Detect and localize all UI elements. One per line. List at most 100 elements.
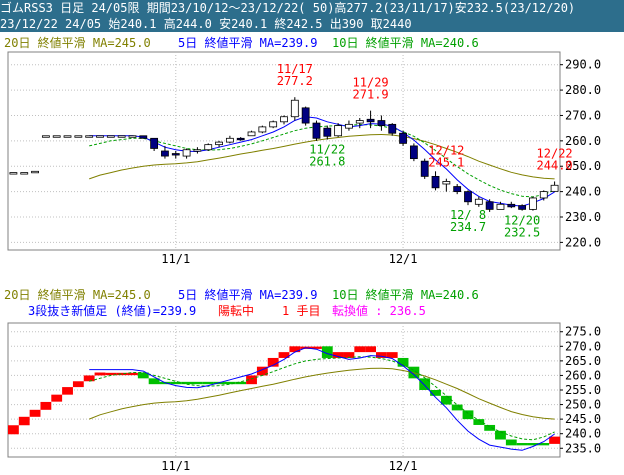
low-annotation-date: 11/22 <box>309 143 345 157</box>
candle <box>431 175 440 189</box>
candle <box>161 150 169 157</box>
break-panel-y-tick-label: 275.0 <box>565 325 601 339</box>
candle <box>20 172 29 175</box>
ma5-line-bottom <box>89 347 555 451</box>
break-block <box>137 372 149 379</box>
legend-ma20-bottom: 20日 終値平滑 MA=245.0 <box>4 288 151 302</box>
break-panel-y-tick-label: 270.0 <box>565 339 601 353</box>
break-block <box>419 378 431 390</box>
candle <box>539 191 548 199</box>
break-panel-y-tick-label: 240.0 <box>565 427 601 441</box>
break-panel-y-tick-label: 245.0 <box>565 412 601 426</box>
break-block <box>462 410 474 420</box>
candle <box>9 172 18 175</box>
break-panel-y-tick-label: 265.0 <box>565 354 601 368</box>
break-block <box>538 443 550 446</box>
break-block <box>127 372 138 376</box>
break-block <box>224 381 236 385</box>
high-annotation-value: 244.0 <box>537 158 573 172</box>
break-block <box>332 352 344 358</box>
candle <box>193 149 202 152</box>
price-panel-y-tick-label: 260.0 <box>565 134 601 148</box>
candle <box>41 135 50 138</box>
candle <box>442 181 451 185</box>
price-panel-y-tick-label: 250.0 <box>565 159 601 173</box>
trend-status: 陽転中 <box>218 304 255 318</box>
legend-ma5-top: 5日 終値平滑 MA=239.9 <box>178 36 318 50</box>
candle <box>529 197 537 210</box>
candle <box>247 131 256 137</box>
reversal-value: 転換値 : 236.5 <box>332 304 426 318</box>
break-block <box>105 372 117 376</box>
break-panel-x-tick-label: 11/1 <box>161 459 190 473</box>
candle <box>399 132 407 144</box>
break-block <box>256 366 268 376</box>
low-annotation-date: 12/ 8 <box>450 208 486 222</box>
ma20-line-bottom <box>89 367 555 420</box>
break-block <box>116 372 128 376</box>
low-annotation-value: 261.8 <box>309 155 345 169</box>
break-block <box>40 401 52 410</box>
candle <box>409 145 418 160</box>
candle <box>388 123 397 134</box>
break-block <box>72 381 84 388</box>
candle <box>182 149 191 157</box>
break-block <box>8 425 19 435</box>
price-panel-x-tick-label: 12/1 <box>389 252 418 266</box>
low-annotation-value: 234.7 <box>450 220 486 234</box>
price-panel-x-tick-label: 11/1 <box>161 252 190 266</box>
low-annotation-date: 12/20 <box>504 214 540 228</box>
break-block <box>170 381 182 385</box>
candle <box>453 186 462 193</box>
break-block <box>354 346 366 353</box>
break-block <box>29 409 41 417</box>
break-block <box>278 352 290 358</box>
candle <box>377 120 386 127</box>
candle <box>507 203 516 208</box>
candle <box>269 121 278 128</box>
candle <box>106 135 115 138</box>
candle <box>258 126 267 133</box>
candle <box>204 144 213 151</box>
break-block <box>430 390 441 396</box>
candle <box>280 116 288 123</box>
break-block <box>473 419 485 425</box>
candle <box>150 137 159 149</box>
candle <box>301 107 310 124</box>
step-count: 1 手目 <box>282 304 321 318</box>
candle <box>85 135 94 138</box>
break-block <box>516 443 528 446</box>
break-block <box>321 346 333 358</box>
break-block <box>246 375 257 385</box>
legend-ma10-bottom: 10日 終値平滑 MA=240.6 <box>332 288 479 302</box>
break-block <box>549 436 560 444</box>
candle <box>366 118 375 123</box>
break-block <box>365 346 376 353</box>
candle <box>420 160 429 177</box>
ma5-line-top <box>89 116 555 207</box>
candle <box>215 141 223 146</box>
candle <box>128 135 137 138</box>
candle <box>171 153 180 156</box>
candle <box>355 120 364 124</box>
break-block <box>505 439 517 446</box>
legend-ma10-top: 10日 終値平滑 MA=240.6 <box>332 36 479 50</box>
legend-ma20-top: 20日 終値平滑 MA=245.0 <box>4 36 151 50</box>
low-annotation-value: 232.5 <box>504 226 540 240</box>
break-block <box>235 381 247 385</box>
break-block <box>83 375 95 382</box>
break-block <box>148 378 160 385</box>
candle <box>96 135 104 138</box>
break-block <box>267 357 279 367</box>
candle <box>464 191 472 203</box>
high-annotation-date: 12/22 <box>537 146 573 160</box>
break-block <box>451 404 463 411</box>
candle <box>225 137 234 143</box>
candle <box>63 135 72 138</box>
break-panel-y-tick-label: 260.0 <box>565 368 601 382</box>
price-panel-y-tick-label: 290.0 <box>565 58 601 72</box>
high-annotation-date: 11/17 <box>277 62 313 76</box>
candle <box>52 135 61 138</box>
candle <box>290 99 299 118</box>
price-panel-y-tick-label: 230.0 <box>565 210 601 224</box>
